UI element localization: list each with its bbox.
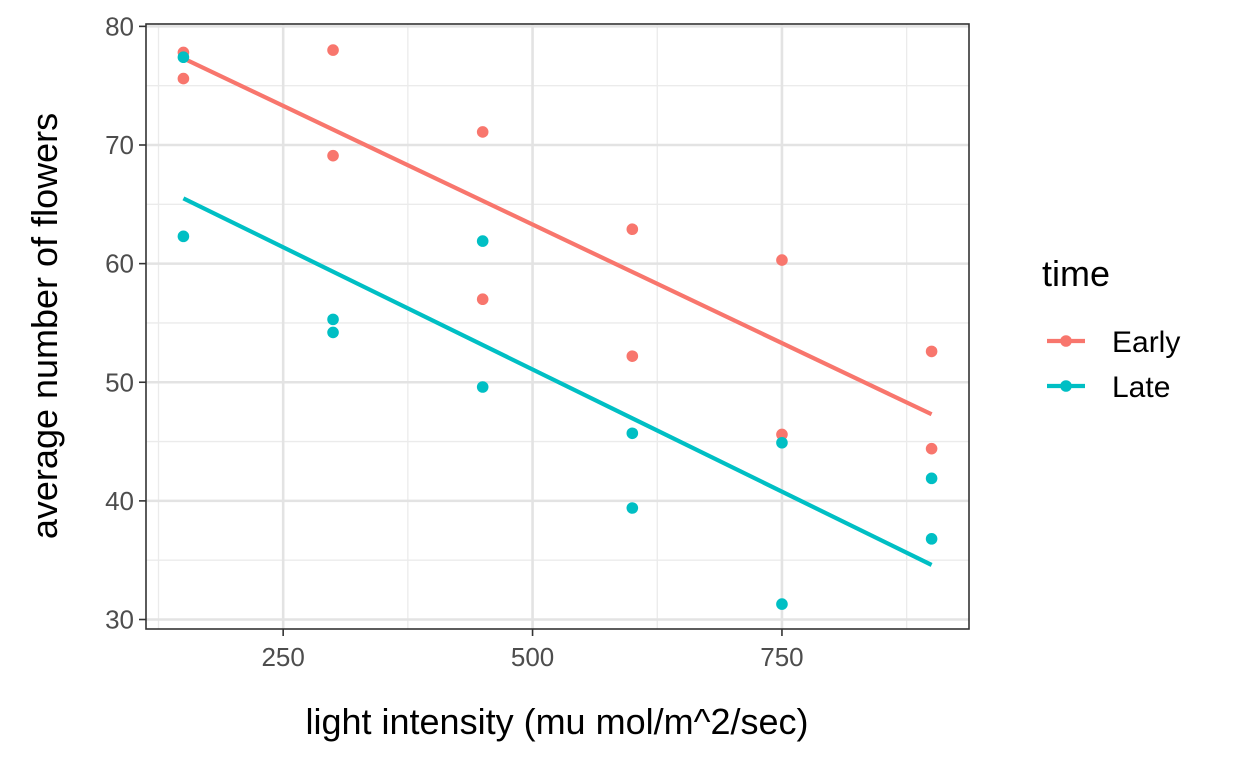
legend: time Early Late (1042, 253, 1180, 404)
point-early (776, 428, 788, 441)
y-tick-label: 70 (105, 130, 134, 160)
y-axis-title: average number of flowers (24, 113, 65, 539)
axis-ticks: 250 500 750 30 40 50 60 70 80 (105, 11, 804, 672)
fit-line-late (182, 196, 933, 567)
point-early (177, 72, 190, 85)
point-early (476, 293, 489, 306)
y-tick-label: 60 (105, 249, 134, 279)
data-points (177, 44, 938, 610)
point-late (327, 313, 339, 326)
point-early (925, 442, 938, 455)
point-late (177, 230, 190, 243)
fit-lines (182, 56, 933, 567)
legend-label-early: Early (1112, 326, 1180, 359)
point-early (776, 254, 788, 266)
legend-items: Early Late (1047, 326, 1180, 404)
x-axis-title: light intensity (mu mol/m^2/sec) (305, 701, 808, 742)
point-late (476, 235, 489, 247)
grid-lines (146, 24, 969, 629)
plot-panel-border (145, 23, 970, 630)
point-late (626, 502, 639, 514)
point-late (776, 598, 788, 610)
y-tick-label: 50 (105, 367, 134, 397)
y-tick-label: 40 (105, 486, 134, 516)
point-early (626, 223, 639, 236)
point-late (925, 533, 938, 545)
legend-label-late: Late (1112, 371, 1170, 404)
legend-title: time (1042, 253, 1110, 294)
point-early (327, 149, 339, 162)
legend-key-point-late (1060, 380, 1072, 392)
y-tick-label: 80 (105, 11, 134, 41)
point-early (327, 44, 339, 56)
point-late (327, 326, 339, 339)
point-late (626, 427, 639, 440)
y-tick-label: 30 (105, 605, 134, 635)
point-early (925, 345, 938, 358)
x-tick-label: 750 (760, 642, 803, 672)
point-early (626, 350, 639, 362)
point-late (476, 381, 489, 393)
point-late (925, 472, 938, 485)
point-late (776, 436, 788, 449)
point-early (476, 126, 489, 138)
x-tick-label: 250 (261, 642, 304, 672)
x-tick-label: 500 (511, 642, 554, 672)
legend-key-point-early (1060, 335, 1072, 347)
fit-line-early (182, 56, 933, 417)
point-late (177, 51, 190, 64)
